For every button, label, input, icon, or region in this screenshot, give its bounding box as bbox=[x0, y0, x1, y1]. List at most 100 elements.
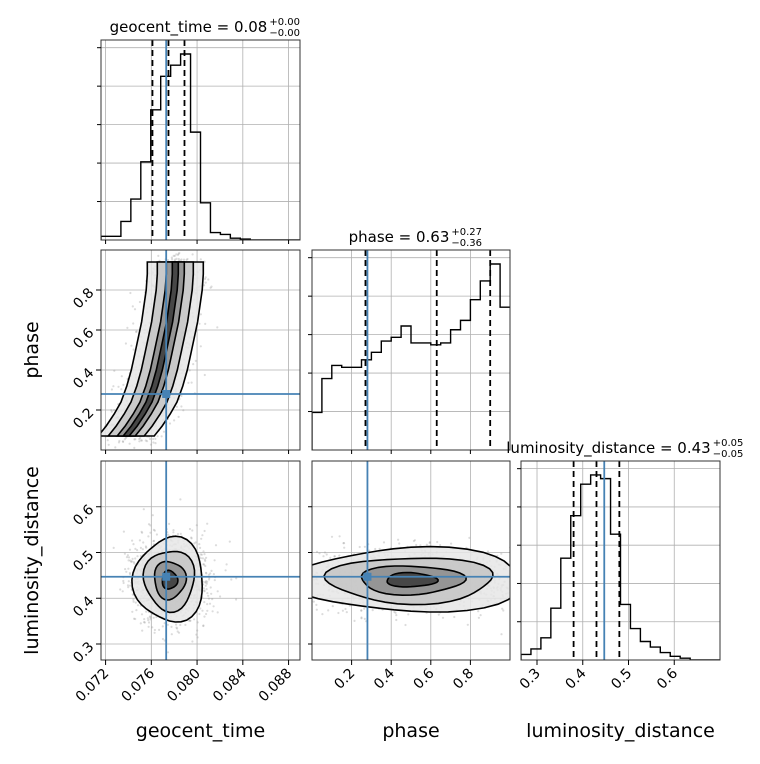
sample-point bbox=[125, 570, 128, 573]
sample-point bbox=[207, 594, 210, 597]
sample-point bbox=[344, 607, 347, 611]
sample-point bbox=[307, 568, 309, 570]
sample-point bbox=[266, 606, 268, 608]
sample-point bbox=[203, 558, 206, 561]
sample-point bbox=[283, 619, 285, 621]
sample-point bbox=[138, 440, 141, 443]
sample-point bbox=[528, 574, 530, 576]
sample-point bbox=[107, 443, 110, 446]
sample-point bbox=[204, 564, 207, 568]
sample-point bbox=[133, 308, 137, 311]
sample-point bbox=[327, 609, 330, 612]
sample-point bbox=[477, 610, 480, 613]
sample-point bbox=[143, 621, 146, 624]
sample-point bbox=[342, 542, 345, 545]
sample-point bbox=[436, 540, 439, 544]
sample-point bbox=[144, 545, 147, 548]
x-tick-label: 0.080 bbox=[164, 666, 204, 706]
sample-point bbox=[285, 591, 287, 593]
panel-frame bbox=[100, 460, 301, 661]
sample-point bbox=[437, 613, 440, 616]
x-axis-label-luminosity_distance: luminosity_distance bbox=[526, 720, 715, 742]
sample-point bbox=[135, 609, 138, 612]
sample-point bbox=[228, 540, 231, 543]
sample-point bbox=[278, 593, 280, 595]
sample-point bbox=[192, 363, 195, 366]
sample-point bbox=[179, 498, 182, 501]
sample-point bbox=[110, 409, 113, 412]
sample-point bbox=[516, 584, 518, 586]
sample-point bbox=[191, 253, 194, 256]
sample-point bbox=[289, 573, 291, 575]
sample-point bbox=[545, 561, 547, 563]
sample-point bbox=[341, 609, 344, 612]
sample-point bbox=[125, 556, 129, 559]
sample-point bbox=[158, 628, 161, 632]
sample-point bbox=[343, 546, 346, 549]
sample-point bbox=[196, 636, 199, 639]
sample-point bbox=[140, 530, 143, 533]
sample-point bbox=[113, 409, 116, 412]
sample-point bbox=[206, 592, 209, 595]
sample-point bbox=[96, 422, 98, 424]
sample-point bbox=[128, 548, 132, 551]
title-minus: −0.00 bbox=[269, 28, 300, 39]
sample-point bbox=[280, 583, 282, 585]
sample-point bbox=[206, 603, 209, 606]
sample-point bbox=[184, 623, 187, 627]
sample-point bbox=[153, 628, 156, 632]
sample-point bbox=[212, 605, 215, 608]
sample-point bbox=[279, 579, 281, 581]
histogram-luminosity_distance bbox=[521, 474, 720, 660]
sample-point bbox=[441, 616, 445, 619]
sample-point bbox=[486, 550, 490, 553]
x-tick-label: 0.6 bbox=[654, 665, 681, 692]
sample-point bbox=[514, 580, 516, 582]
sample-point bbox=[345, 611, 348, 614]
sample-point bbox=[166, 623, 169, 626]
sample-point bbox=[170, 633, 173, 636]
sample-point bbox=[514, 575, 516, 577]
sample-point bbox=[142, 508, 145, 511]
y-tick-label: 0.6 bbox=[70, 325, 97, 352]
sample-point bbox=[235, 577, 238, 580]
sample-point bbox=[172, 529, 175, 532]
sample-point bbox=[243, 585, 245, 587]
sample-point bbox=[307, 564, 309, 566]
sample-point bbox=[167, 533, 170, 536]
sample-point bbox=[393, 610, 396, 614]
sample-point bbox=[257, 582, 259, 584]
sample-point bbox=[126, 584, 130, 587]
sample-point bbox=[368, 549, 371, 552]
sample-point bbox=[176, 627, 179, 630]
sample-point bbox=[120, 388, 123, 391]
sample-point bbox=[190, 381, 193, 384]
sample-point bbox=[296, 587, 298, 589]
sample-point bbox=[516, 590, 518, 592]
sample-point bbox=[378, 547, 381, 551]
sample-point bbox=[363, 607, 366, 610]
sample-point bbox=[204, 581, 207, 584]
sample-point bbox=[152, 540, 155, 543]
y-tick-label: 0.2 bbox=[70, 405, 97, 432]
panel-geocent_time-luminosity_distance: 0.072 0.076 0.080 0.084 0.088 0.3 0.4 0.5 0.6 bbox=[70, 460, 301, 706]
sample-point bbox=[161, 637, 164, 641]
sample-point bbox=[291, 600, 293, 602]
sample-point bbox=[201, 609, 204, 612]
sample-point bbox=[282, 574, 284, 576]
sample-point bbox=[216, 590, 219, 593]
sample-point bbox=[138, 539, 141, 542]
sample-point bbox=[209, 586, 212, 589]
sample-point bbox=[131, 557, 134, 561]
sample-point bbox=[531, 573, 533, 575]
sample-point bbox=[139, 436, 142, 439]
panel-geocent_time-phase: 0.2 0.4 0.6 0.8 bbox=[70, 249, 301, 454]
sample-point bbox=[500, 633, 503, 636]
sample-point bbox=[122, 383, 125, 386]
sample-point bbox=[194, 541, 197, 544]
sample-point bbox=[216, 326, 219, 329]
sample-point bbox=[149, 437, 152, 441]
sample-point bbox=[216, 611, 219, 614]
sample-point bbox=[306, 556, 308, 558]
sample-point bbox=[139, 622, 142, 625]
